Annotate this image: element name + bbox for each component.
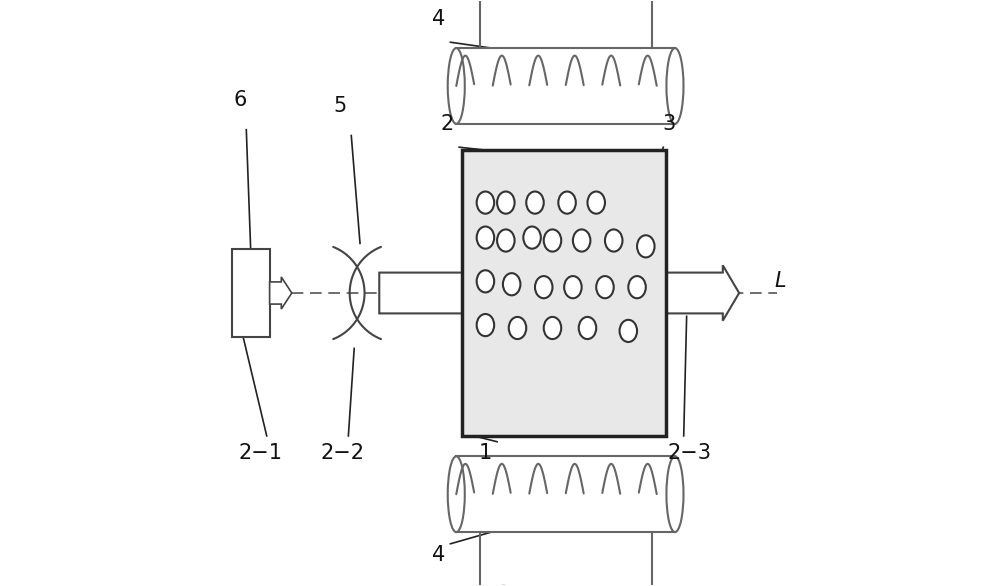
Ellipse shape (477, 227, 494, 248)
Ellipse shape (579, 317, 596, 339)
Ellipse shape (573, 230, 590, 251)
Text: L: L (774, 271, 786, 291)
Ellipse shape (620, 320, 637, 342)
Ellipse shape (448, 48, 465, 124)
Ellipse shape (637, 235, 655, 257)
Ellipse shape (477, 314, 494, 336)
Ellipse shape (628, 276, 646, 298)
Text: 5: 5 (333, 96, 346, 116)
Ellipse shape (544, 317, 561, 339)
Bar (456, 494, 675, 495)
FancyArrow shape (666, 265, 739, 321)
Bar (232, 249, 270, 337)
Ellipse shape (605, 230, 622, 251)
Ellipse shape (666, 48, 683, 124)
Text: 4: 4 (432, 546, 445, 565)
Text: 6: 6 (234, 90, 247, 110)
Bar (456, 48, 675, 124)
Ellipse shape (666, 456, 683, 532)
Text: 2−1: 2−1 (239, 443, 283, 463)
Text: 2: 2 (441, 114, 454, 134)
Ellipse shape (558, 192, 576, 214)
Text: 1: 1 (479, 443, 492, 463)
Text: 4: 4 (432, 9, 445, 29)
Bar (462, 150, 666, 436)
Ellipse shape (526, 192, 544, 214)
Ellipse shape (477, 192, 494, 214)
Ellipse shape (497, 192, 515, 214)
Ellipse shape (523, 227, 541, 248)
FancyArrow shape (270, 277, 292, 309)
Ellipse shape (596, 276, 614, 298)
Text: 3: 3 (663, 114, 676, 134)
Ellipse shape (503, 273, 520, 295)
Ellipse shape (448, 456, 465, 532)
Ellipse shape (587, 192, 605, 214)
Bar (456, 456, 675, 532)
Ellipse shape (535, 276, 552, 298)
Ellipse shape (564, 276, 582, 298)
Ellipse shape (477, 270, 494, 292)
Ellipse shape (509, 317, 526, 339)
Ellipse shape (544, 230, 561, 251)
Ellipse shape (497, 230, 515, 251)
Text: 2−3: 2−3 (668, 443, 712, 463)
Text: 2−2: 2−2 (321, 443, 365, 463)
FancyArrow shape (379, 265, 480, 321)
